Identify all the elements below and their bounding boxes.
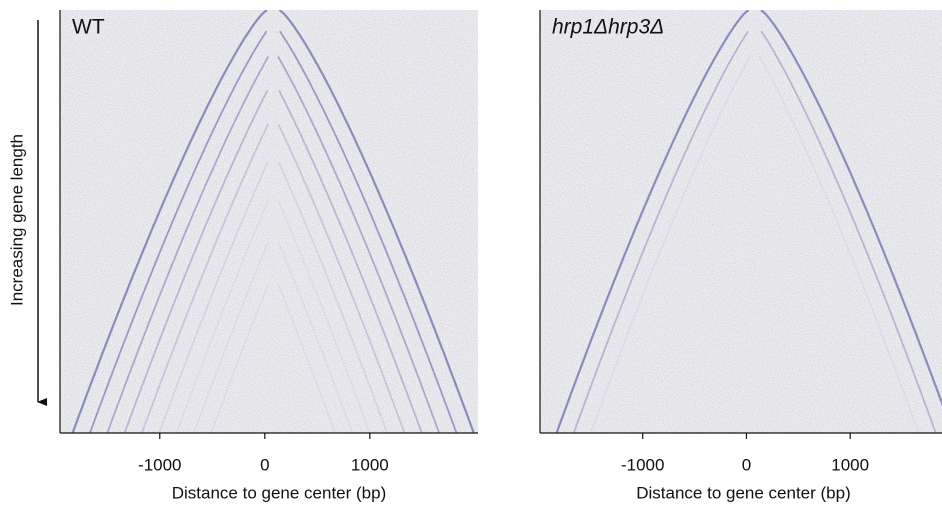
- x-axis-label: Distance to gene center (bp): [636, 483, 851, 502]
- x-axis-label: Distance to gene center (bp): [172, 483, 387, 502]
- ridge: [193, 242, 269, 433]
- ridge: [279, 30, 458, 433]
- x-tick-label: 0: [260, 455, 269, 474]
- ridge: [760, 10, 942, 407]
- heatmap: [60, 10, 478, 433]
- heatmap: [540, 10, 942, 433]
- panel-title: hrp1Δhrp3Δ: [552, 16, 664, 39]
- ridge: [277, 200, 371, 433]
- x-tick-label: 1000: [831, 455, 869, 474]
- x-tick-label: 0: [742, 455, 751, 474]
- ridge: [758, 56, 920, 433]
- ridge: [89, 30, 268, 433]
- heatmap-noise: [60, 10, 478, 433]
- ridge: [277, 123, 406, 433]
- ridge: [277, 161, 389, 433]
- x-tick-label: 1000: [351, 455, 389, 474]
- ridge: [278, 89, 423, 433]
- ridge: [277, 242, 354, 433]
- heatmap-noise: [540, 10, 942, 433]
- ridge: [123, 89, 269, 433]
- ridge: [278, 10, 475, 433]
- ridge: [141, 123, 269, 433]
- ridge: [760, 30, 937, 433]
- panel-title: WT: [72, 16, 105, 39]
- ridge: [210, 284, 269, 433]
- ridge: [555, 10, 750, 433]
- x-tick-label: -1000: [138, 455, 181, 474]
- ridge: [175, 200, 270, 433]
- ridge: [589, 56, 751, 433]
- x-tick-label: -1000: [621, 455, 664, 474]
- ridge: [277, 284, 337, 433]
- ridge: [572, 30, 749, 433]
- ridge: [277, 56, 440, 433]
- ridge: [106, 56, 270, 433]
- ridge: [71, 10, 268, 433]
- ridge: [158, 161, 269, 433]
- y-axis-label: Increasing gene length: [7, 134, 26, 306]
